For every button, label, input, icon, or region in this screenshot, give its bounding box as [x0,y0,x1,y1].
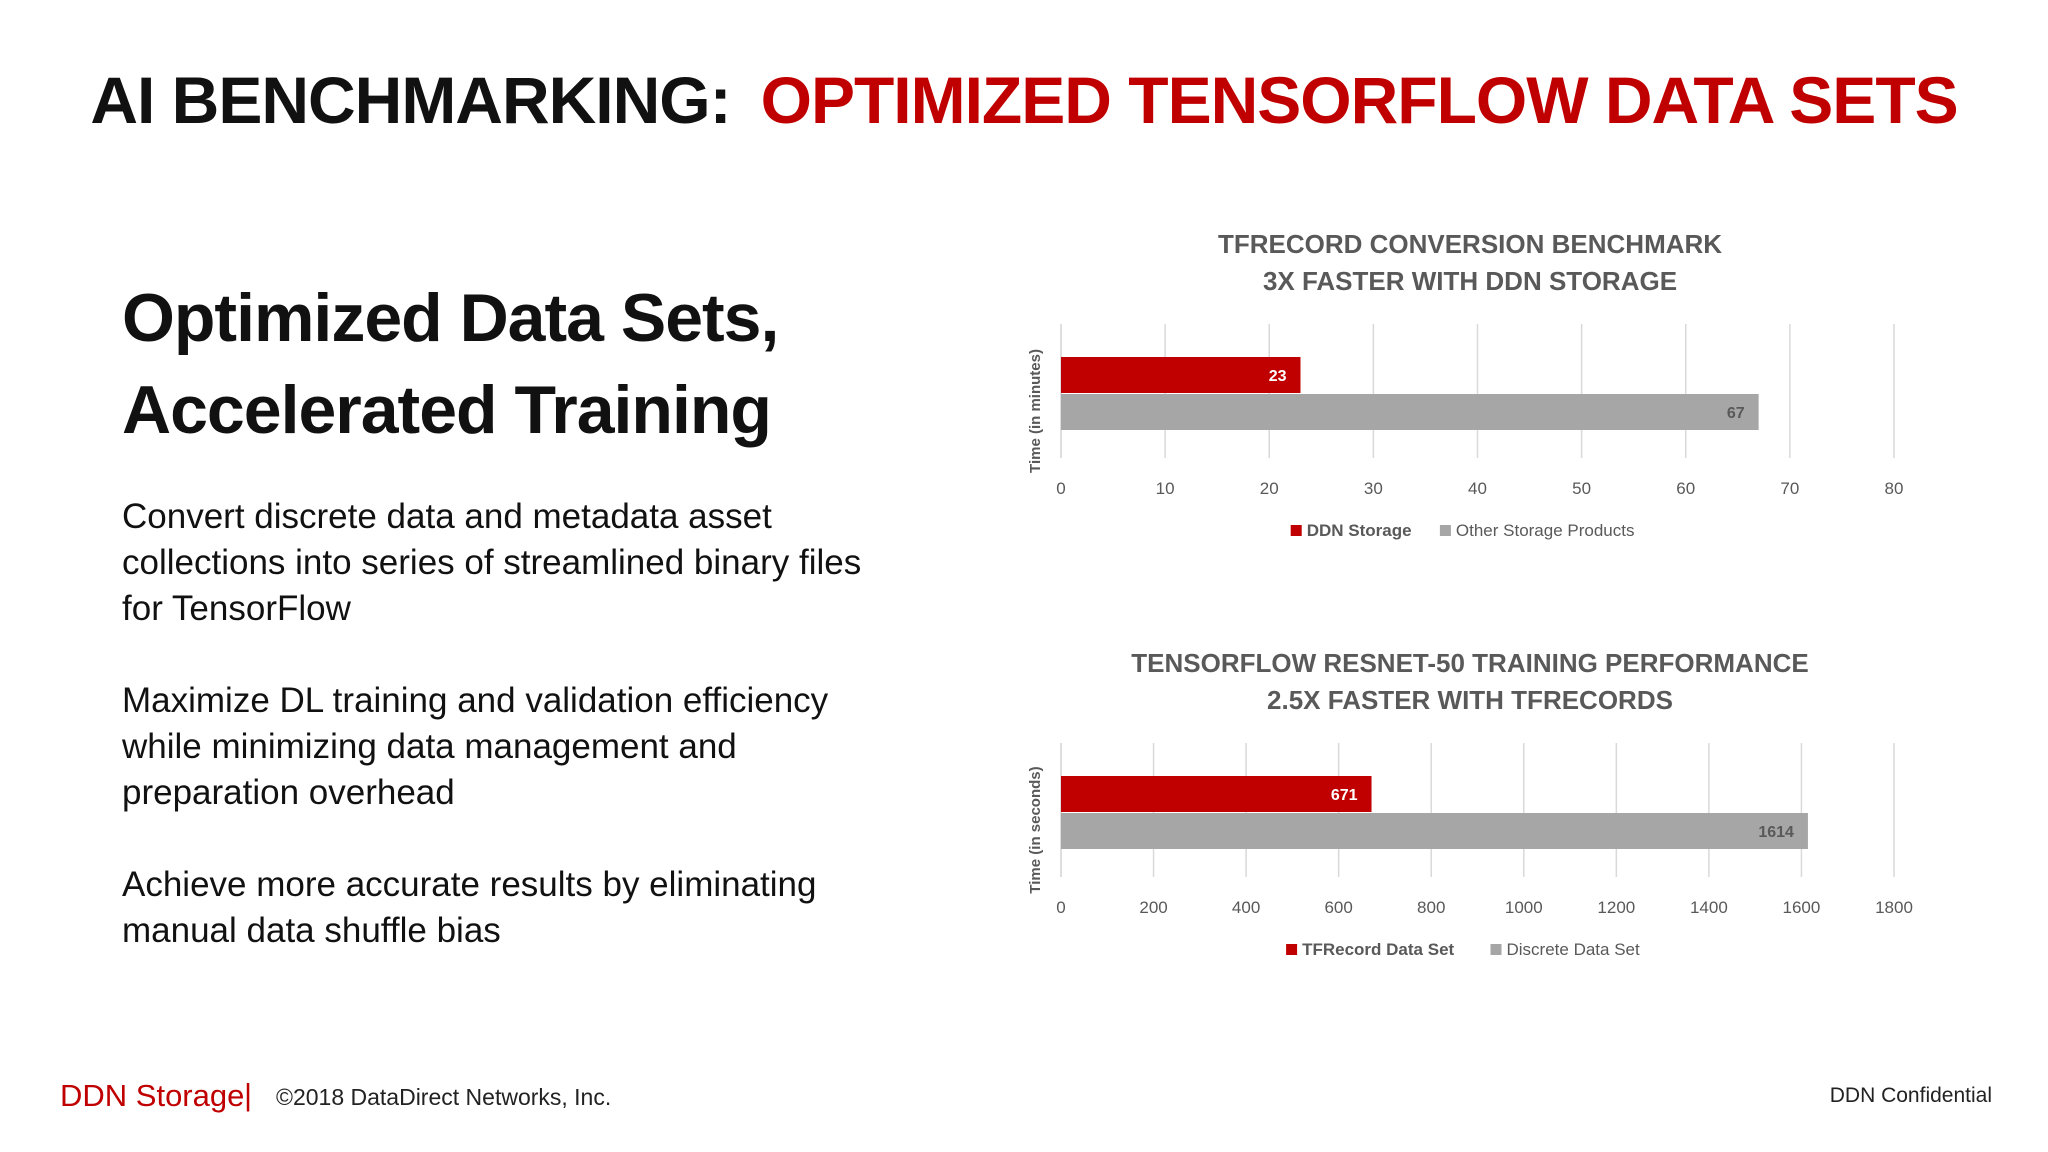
x-tick-label: 1800 [1875,898,1913,917]
data-label: 23 [1269,368,1287,385]
x-tick-label: 0 [1056,898,1065,917]
bar-discrete-data-set [1061,813,1808,849]
x-tick-label: 1000 [1505,898,1543,917]
legend-swatch [1439,525,1451,536]
resnet-training-chart: TENSORFLOW RESNET-50 TRAINING PERFORMANC… [1000,641,2040,971]
bullet-text: Maximize DL training and validation effi… [122,681,829,812]
x-tick-label: 50 [1572,479,1591,498]
bar-other-storage-products [1061,394,1759,430]
x-tick-label: 30 [1364,479,1383,498]
tfrecord-conversion-chart: TFRECORD CONVERSION BENCHMARK 3X FASTER … [1000,222,2040,552]
slide-title: AI BENCHMARKING: OPTIMIZED TENSORFLOW DAT… [0,62,2048,138]
x-tick-label: 1200 [1597,898,1635,917]
data-label: 671 [1331,787,1358,804]
legend-label: Discrete Data Set [1507,940,1640,959]
x-tick-label: 0 [1056,479,1065,498]
chart-title: TFRECORD CONVERSION BENCHMARK 3X FASTER … [1000,226,1940,300]
x-tick-label: 600 [1324,898,1352,917]
legend-label: Other Storage Products [1456,521,1635,540]
legend-swatch [1490,944,1502,955]
slide-title-accent: OPTIMIZED TENSORFLOW DATA SETS [760,63,1959,137]
chart-title-line-2: 3X FASTER WITH DDN STORAGE [1262,266,1678,296]
chart-plot: 0 10 20 30 40 50 60 70 80 Time (in minutes) 23 67 DD… [1027,324,1904,540]
x-tick-label: 60 [1676,479,1695,498]
footer-confidential: DDN Confidential [1829,1084,1992,1107]
x-tick-label: 1600 [1783,898,1821,917]
x-tick-label: 40 [1468,479,1487,498]
y-axis-label: Time (in seconds) [1027,766,1044,893]
slide-subtitle: Optimized Data Sets, Accelerated Trainin… [122,272,779,456]
chart-title-line-1: TENSORFLOW RESNET-50 TRAINING PERFORMANC… [1131,648,1809,678]
x-tick-label: 800 [1417,898,1445,917]
legend-swatch [1286,944,1298,955]
legend-label: TFRecord Data Set [1302,940,1454,959]
bar-ddn-storage [1061,357,1301,393]
x-tick-label: 70 [1780,479,1799,498]
subtitle-line-2: Accelerated Training [122,372,772,448]
y-axis-label: Time (in minutes) [1027,349,1044,473]
footer-copyright: ©2018 DataDirect Networks, Inc. [276,1084,612,1110]
x-tick-label: 200 [1139,898,1167,917]
chart-title-line-2: 2.5X FASTER WITH TFRECORDS [1267,685,1673,715]
subtitle-line-1: Optimized Data Sets, [122,280,779,356]
chart-plot: 0 200 400 600 800 1000 1200 1400 1600 1800 Time (i… [1027,743,1913,959]
chart-title: TENSORFLOW RESNET-50 TRAINING PERFORMANC… [1000,645,1940,719]
footer-separator: | [244,1077,253,1112]
x-tick-label: 20 [1260,479,1279,498]
x-tick-label: 1400 [1690,898,1728,917]
legend-swatch [1290,525,1302,536]
x-tick-label: 400 [1232,898,1260,917]
bullet-text: Achieve more accurate results by elimina… [122,865,817,950]
x-tick-label: 80 [1885,479,1904,498]
chart-title-line-1: TFRECORD CONVERSION BENCHMARK [1217,229,1723,259]
bar-tfrecord-data-set [1061,776,1372,812]
slide-title-prefix: AI BENCHMARKING: [90,63,731,137]
data-label: 1614 [1758,824,1794,841]
data-label: 67 [1727,405,1745,422]
legend-label: DDN Storage [1307,521,1412,540]
footer-brand: DDN Storage [60,1078,245,1113]
bullet-text: Convert discrete data and metadata asset… [122,497,862,628]
x-tick-label: 10 [1156,479,1175,498]
